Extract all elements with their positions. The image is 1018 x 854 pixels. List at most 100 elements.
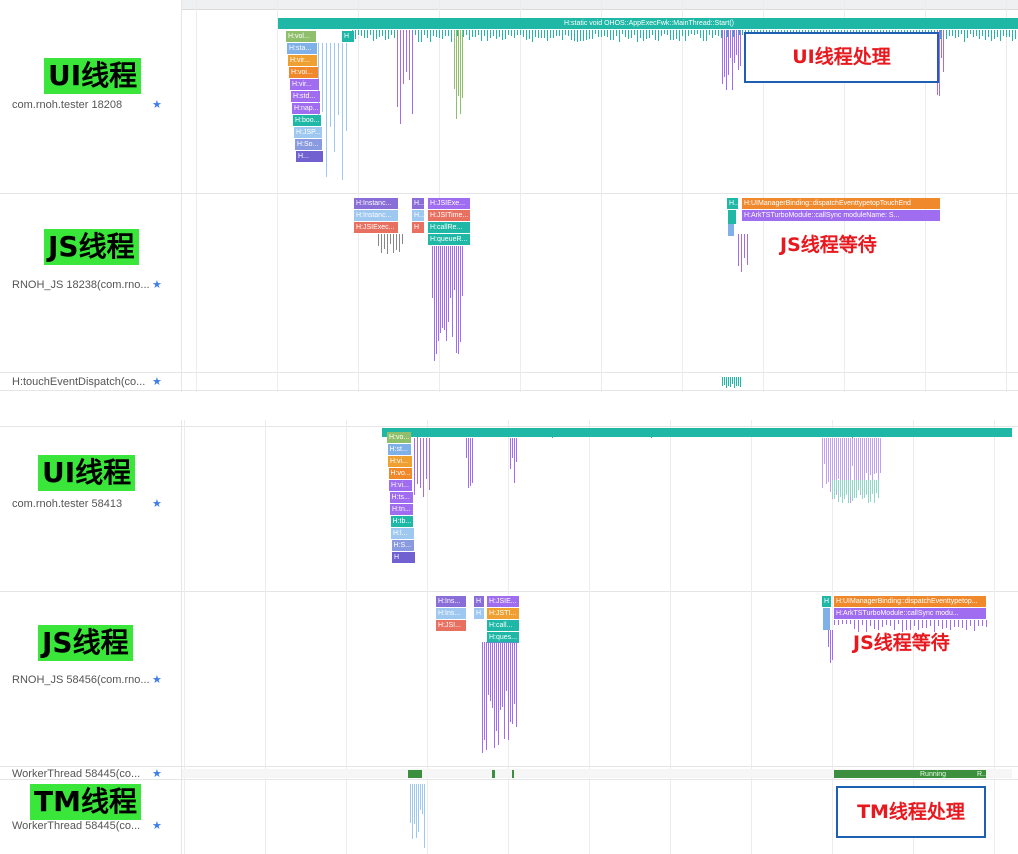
stack-slice[interactable]: H... bbox=[412, 198, 424, 209]
stack-slice[interactable]: H:JSIExec... bbox=[354, 222, 398, 233]
stack-slice[interactable]: H:ts... bbox=[389, 492, 413, 503]
stack-slice[interactable]: H:vir... bbox=[288, 55, 318, 66]
trace-tick bbox=[484, 642, 485, 740]
dispatch-touch-end-slice[interactable]: H:UIManagerBinding::dispatchEventtypetop… bbox=[742, 198, 940, 209]
stack-slice[interactable]: H:st... bbox=[387, 444, 412, 455]
wait-prefix-slice[interactable]: H... bbox=[727, 198, 738, 209]
stack-slice[interactable]: H:So... bbox=[295, 139, 323, 150]
stack-slice[interactable]: H:S... bbox=[391, 540, 415, 551]
stack-slice[interactable]: H:vir... bbox=[290, 79, 319, 90]
stack-slice[interactable]: H bbox=[474, 608, 484, 619]
trace-tick bbox=[726, 30, 727, 91]
trace-tick bbox=[504, 642, 505, 740]
stack-slice[interactable]: H:l... bbox=[391, 528, 414, 539]
stack-slice[interactable]: H:sta... bbox=[287, 43, 317, 54]
trace-tick bbox=[941, 30, 942, 58]
stack-slice[interactable]: H:JSTI... bbox=[487, 608, 519, 619]
trace-tick bbox=[433, 30, 434, 36]
stack-slice[interactable]: H:std... bbox=[291, 91, 320, 102]
stack-slice[interactable]: H:vo... bbox=[387, 432, 411, 443]
stack-slice[interactable]: H:JSP... bbox=[294, 127, 322, 138]
small-h-slice[interactable]: H bbox=[342, 31, 354, 42]
trace-tick bbox=[502, 30, 503, 41]
stack-slice[interactable]: H:queueR... bbox=[428, 234, 470, 245]
stack-slice[interactable]: H:Ins... bbox=[436, 608, 466, 619]
stack-slice[interactable]: H:tn... bbox=[390, 504, 414, 515]
stack-slice[interactable]: H... bbox=[412, 210, 424, 221]
stack-slice[interactable]: H:boo... bbox=[293, 115, 321, 126]
trace-tick bbox=[627, 428, 628, 436]
stack-slice[interactable]: H:vi... bbox=[389, 480, 413, 491]
trace-tick bbox=[456, 428, 457, 434]
star-icon[interactable]: ★ bbox=[152, 674, 162, 686]
timeline-tracks-top[interactable]: H:static void OHOS::AppExecFwk::MainThre… bbox=[182, 0, 1018, 392]
star-icon[interactable]: ★ bbox=[152, 279, 162, 291]
trace-tick bbox=[465, 428, 466, 434]
star-icon[interactable]: ★ bbox=[152, 820, 162, 832]
dispatch-touch-slice[interactable]: H:UIManagerBinding::dispatchEventtypetop… bbox=[834, 596, 986, 607]
worker-running-slice[interactable] bbox=[834, 770, 986, 778]
trace-tick bbox=[721, 30, 722, 38]
time-ruler[interactable] bbox=[182, 0, 1018, 10]
js-thread-name[interactable]: RNOH_JS 58456(com.rno... bbox=[12, 674, 150, 686]
trace-tick bbox=[946, 620, 947, 628]
trace-tick bbox=[955, 30, 956, 39]
trace-tick bbox=[1008, 428, 1009, 434]
wait-prefix-slice[interactable]: H bbox=[822, 596, 831, 607]
stack-slice[interactable]: H:callRe... bbox=[428, 222, 470, 233]
main-thread-slice[interactable] bbox=[382, 428, 1012, 437]
stack-slice[interactable]: H:JSI... bbox=[436, 620, 466, 631]
trace-tick bbox=[426, 428, 427, 436]
stack-slice[interactable]: H bbox=[474, 596, 484, 607]
worker-thread-name[interactable]: WorkerThread 58445(co... bbox=[12, 768, 141, 780]
stack-slice[interactable]: H bbox=[412, 222, 424, 233]
star-icon[interactable]: ★ bbox=[152, 768, 162, 780]
trace-tick bbox=[664, 30, 665, 35]
stack-slice[interactable]: H:vi... bbox=[388, 456, 412, 467]
stack-slice[interactable]: H:Instanc... bbox=[354, 210, 398, 221]
stack-slice[interactable]: H:JSITime... bbox=[428, 210, 470, 221]
star-icon[interactable]: ★ bbox=[152, 376, 162, 388]
star-icon[interactable]: ★ bbox=[152, 498, 162, 510]
trace-tick bbox=[744, 428, 745, 432]
ui-thread-name[interactable]: com.rnoh.tester 18208 bbox=[12, 99, 123, 111]
stack-slice[interactable]: H:voi... bbox=[289, 67, 319, 78]
trace-tick bbox=[655, 30, 656, 41]
stack-slice[interactable]: H:nap... bbox=[292, 103, 321, 114]
stack-slice[interactable]: H:tb... bbox=[390, 516, 414, 527]
stack-slice[interactable]: H:JSIE... bbox=[487, 596, 519, 607]
touch-thread-name[interactable]: H:touchEventDispatch(co... bbox=[12, 376, 146, 388]
turbo-callsync-slice[interactable]: H:ArkTSTurboModule::callSync modu... bbox=[834, 608, 986, 619]
trace-tick bbox=[326, 43, 327, 177]
stack-slice[interactable]: H:JSIExe... bbox=[428, 198, 470, 209]
stack-slice[interactable]: H bbox=[392, 552, 415, 563]
trace-tick bbox=[484, 30, 485, 37]
trace-tick bbox=[855, 428, 856, 438]
turbo-callsync-slice[interactable]: H:ArkTSTurboModule::callSync moduleName:… bbox=[742, 210, 940, 221]
timeline-tracks-bottom[interactable]: H:vo... H:st... H:vi... H:vo... H:vi... H:ts.… bbox=[182, 420, 1018, 854]
trace-tick bbox=[555, 428, 556, 436]
ui-thread-name[interactable]: com.rnoh.tester 58413 bbox=[12, 498, 123, 510]
trace-tick bbox=[444, 246, 445, 331]
trace-tick bbox=[616, 30, 617, 37]
trace-tick bbox=[613, 30, 614, 40]
trace-tick bbox=[849, 428, 850, 437]
js-thread-tag: JS线程 bbox=[44, 229, 139, 265]
trace-tick bbox=[514, 642, 515, 705]
stack-slice[interactable]: H... bbox=[296, 151, 323, 162]
worker-run-slice[interactable] bbox=[408, 770, 422, 778]
js-thread-name[interactable]: RNOH_JS 18238(com.rno... bbox=[12, 279, 150, 291]
star-icon[interactable]: ★ bbox=[152, 99, 162, 111]
stack-slice[interactable]: H:Ins... bbox=[436, 596, 466, 607]
trace-tick bbox=[442, 30, 443, 40]
stack-slice[interactable]: H:Instanc... bbox=[354, 198, 398, 209]
trace-tick bbox=[685, 30, 686, 41]
stack-slice[interactable]: H:call... bbox=[487, 620, 519, 631]
main-thread-start-slice[interactable]: H:static void OHOS::AppExecFwk::MainThre… bbox=[278, 18, 1018, 29]
stack-slice[interactable]: H:vol... bbox=[286, 31, 316, 42]
trace-tick bbox=[738, 234, 739, 267]
worker-thread-name-2[interactable]: WorkerThread 58445(co... bbox=[12, 820, 141, 832]
trace-tick bbox=[628, 30, 629, 39]
stack-slice[interactable]: H:vo... bbox=[388, 468, 413, 479]
stack-slice[interactable]: H:ques... bbox=[487, 632, 519, 643]
